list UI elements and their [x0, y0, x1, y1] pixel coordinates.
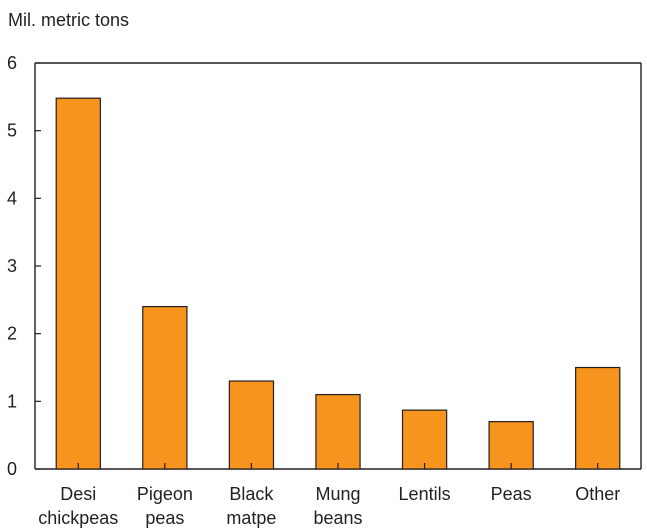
y-tick-label: 1 [7, 391, 17, 411]
y-tick-label: 2 [7, 324, 17, 344]
x-tick-label: Black [229, 484, 274, 504]
x-tick-label: Lentils [399, 484, 451, 504]
x-tick-label: peas [145, 508, 184, 528]
x-tick-label: matpe [226, 508, 276, 528]
y-tick-label: 6 [7, 53, 17, 73]
bars [55, 97, 621, 470]
x-tick-label: Desi [60, 484, 96, 504]
y-tick-label: 3 [7, 256, 17, 276]
y-axis: 0 1 2 3 4 5 6 [7, 53, 41, 479]
x-axis: Desi chickpeas Pigeon peas Black matpe Mung bea… [38, 463, 620, 528]
bar [401, 409, 448, 470]
x-tick-label: beans [313, 508, 362, 528]
bar [488, 421, 534, 470]
x-tick-label: Mung [315, 484, 360, 504]
bar [315, 393, 361, 470]
x-tick-label: Peas [491, 484, 532, 504]
y-axis-unit-label: Mil. metric tons [8, 10, 129, 30]
bar [575, 366, 621, 470]
y-tick-label: 0 [7, 459, 17, 479]
y-tick-label: 4 [7, 188, 17, 208]
bar [142, 306, 188, 470]
x-tick-label: Pigeon [137, 484, 193, 504]
x-tick-label: chickpeas [38, 508, 118, 528]
bar [228, 380, 275, 470]
bar [55, 97, 101, 470]
y-tick-label: 5 [7, 121, 17, 141]
x-tick-label: Other [575, 484, 620, 504]
